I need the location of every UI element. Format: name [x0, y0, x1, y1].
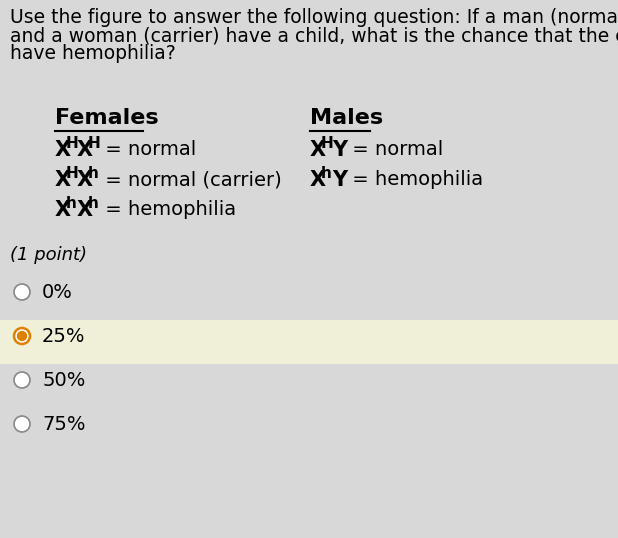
Text: = normal: = normal	[346, 140, 443, 159]
Text: (1 point): (1 point)	[10, 246, 87, 264]
Text: X: X	[310, 140, 326, 160]
Text: have hemophilia?: have hemophilia?	[10, 44, 176, 63]
Circle shape	[14, 416, 30, 432]
Text: X: X	[55, 140, 71, 160]
Text: H: H	[66, 166, 78, 181]
Text: = hemophilia: = hemophilia	[346, 170, 483, 189]
Text: 25%: 25%	[42, 327, 85, 345]
Text: = normal (carrier): = normal (carrier)	[99, 170, 282, 189]
Text: Y: Y	[332, 170, 347, 190]
Text: X: X	[310, 170, 326, 190]
Circle shape	[14, 372, 30, 388]
Text: X: X	[77, 140, 93, 160]
Text: and a woman (carrier) have a child, what is the chance that the child will: and a woman (carrier) have a child, what…	[10, 26, 618, 45]
FancyBboxPatch shape	[0, 320, 618, 364]
Text: H: H	[88, 136, 101, 151]
Text: X: X	[55, 200, 71, 220]
Text: h: h	[88, 196, 99, 211]
Text: Females: Females	[55, 108, 159, 128]
Text: H: H	[321, 136, 334, 151]
Text: = normal: = normal	[99, 140, 197, 159]
Text: X: X	[77, 200, 93, 220]
Text: = hemophilia: = hemophilia	[99, 200, 236, 219]
Text: 75%: 75%	[42, 414, 85, 434]
Text: X: X	[55, 170, 71, 190]
Text: X: X	[77, 170, 93, 190]
Circle shape	[17, 331, 27, 341]
Text: Y: Y	[332, 140, 347, 160]
Text: h: h	[66, 196, 77, 211]
Circle shape	[14, 328, 30, 344]
Text: 0%: 0%	[42, 282, 73, 301]
Text: h: h	[88, 166, 99, 181]
Text: Use the figure to answer the following question: If a man (normal blood): Use the figure to answer the following q…	[10, 8, 618, 27]
Text: Males: Males	[310, 108, 383, 128]
Text: H: H	[66, 136, 78, 151]
Circle shape	[14, 284, 30, 300]
Text: 50%: 50%	[42, 371, 85, 390]
Text: h: h	[321, 166, 332, 181]
